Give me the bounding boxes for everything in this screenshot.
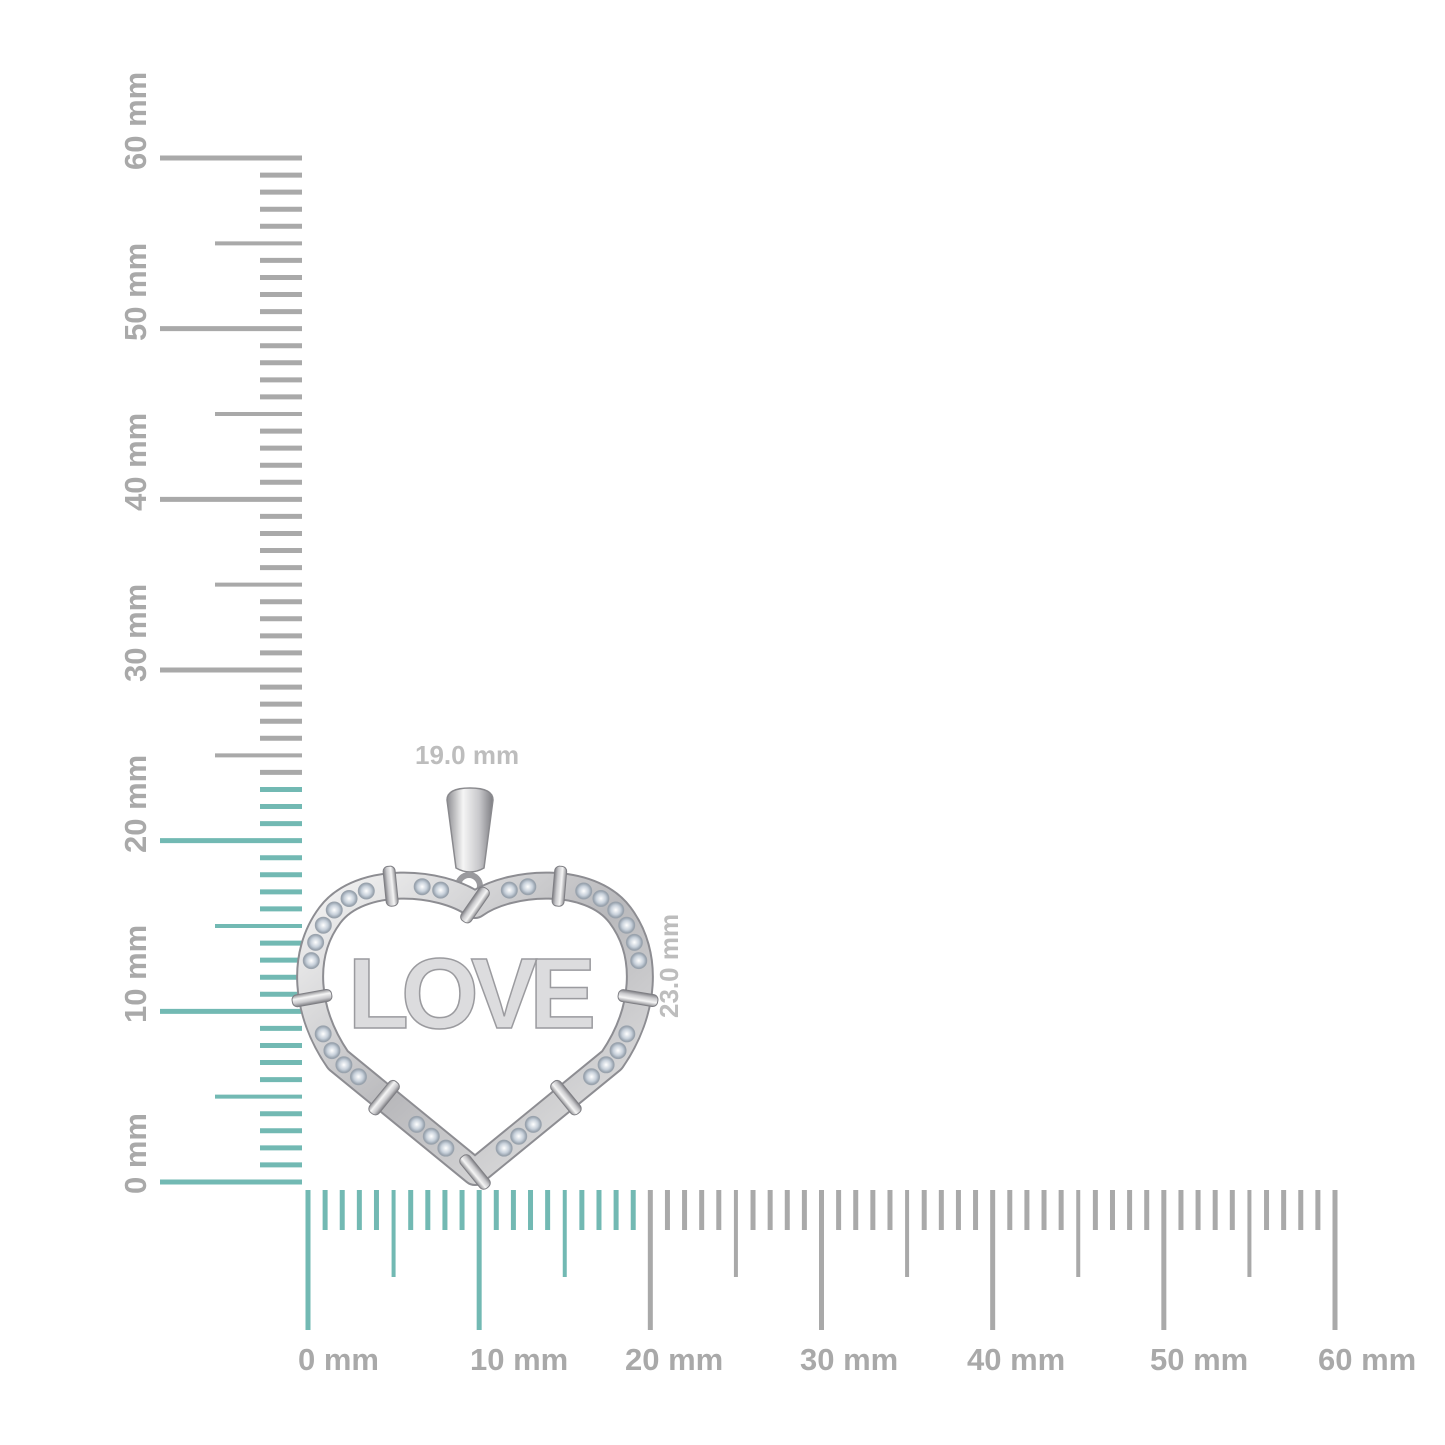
diamond-stone — [408, 1115, 426, 1133]
metal-bar — [459, 1154, 491, 1190]
diamond-stone — [519, 878, 537, 896]
diamond-stone — [340, 889, 358, 907]
diamond-stone — [575, 882, 593, 900]
vertical-ruler — [160, 155, 302, 1185]
vertical-ruler-label: 10 mm — [118, 925, 153, 1024]
metal-bar — [460, 886, 490, 924]
metal-bar — [550, 1079, 582, 1116]
vertical-ruler-label: 0 mm — [118, 1113, 153, 1194]
diamond-stone — [432, 881, 450, 899]
horizontal-ruler-label: 20 mm — [625, 1342, 724, 1377]
diamond-stone — [325, 901, 343, 919]
diamond-stone — [500, 881, 518, 899]
horizontal-ruler-label: 60 mm — [1318, 1342, 1417, 1377]
diamond-stone — [413, 878, 431, 896]
diamond-stone — [302, 952, 320, 970]
metal-bars — [291, 865, 659, 1190]
diamond-stone — [349, 1068, 367, 1086]
vertical-ruler-label: 60 mm — [118, 71, 153, 170]
height-dimension-label: 23.0 mm — [654, 913, 684, 1018]
vertical-ruler-label: 20 mm — [118, 754, 153, 853]
diamond-stone — [609, 1042, 627, 1060]
diamond-stone — [422, 1127, 440, 1145]
diamond-stone — [495, 1139, 513, 1157]
pendant-image: LOVE — [291, 787, 659, 1190]
diamond-stone — [314, 916, 332, 934]
diamond-stone — [314, 1025, 332, 1043]
horizontal-ruler — [305, 1190, 1338, 1330]
diamond-stone — [524, 1115, 542, 1133]
vertical-ruler-label: 50 mm — [118, 242, 153, 341]
diamond-stone — [307, 933, 325, 951]
diamond-stone — [583, 1068, 601, 1086]
diamond-stone — [618, 1025, 636, 1043]
horizontal-ruler-label: 30 mm — [800, 1342, 899, 1377]
width-dimension-label: 19.0 mm — [415, 740, 520, 770]
metal-bar — [617, 989, 659, 1008]
diamond-stone — [592, 889, 610, 907]
diamond-stone — [357, 882, 375, 900]
diamond-stone — [607, 901, 625, 919]
diamond-stone — [437, 1139, 455, 1157]
diamond-stone — [618, 916, 636, 934]
vertical-ruler-label: 40 mm — [118, 413, 153, 512]
diamond-stone — [335, 1056, 353, 1074]
pendant-bail — [446, 787, 494, 873]
diamond-stone — [630, 952, 648, 970]
metal-bar — [291, 988, 333, 1008]
diamond-stones — [302, 878, 648, 1157]
love-engraving: LOVE — [348, 938, 593, 1050]
diamond-stone — [510, 1127, 528, 1145]
vertical-ruler-label: 30 mm — [118, 583, 153, 682]
horizontal-ruler-label: 10 mm — [470, 1342, 569, 1377]
metal-bar — [551, 865, 568, 907]
diamond-stone — [625, 933, 643, 951]
diamond-stone — [597, 1056, 615, 1074]
metal-bar — [382, 865, 399, 907]
diamond-stone — [323, 1042, 341, 1060]
horizontal-ruler-label: 0 mm — [298, 1342, 379, 1377]
horizontal-ruler-label: 50 mm — [1150, 1342, 1249, 1377]
horizontal-ruler-label: 40 mm — [967, 1342, 1066, 1377]
metal-bar — [368, 1079, 400, 1116]
